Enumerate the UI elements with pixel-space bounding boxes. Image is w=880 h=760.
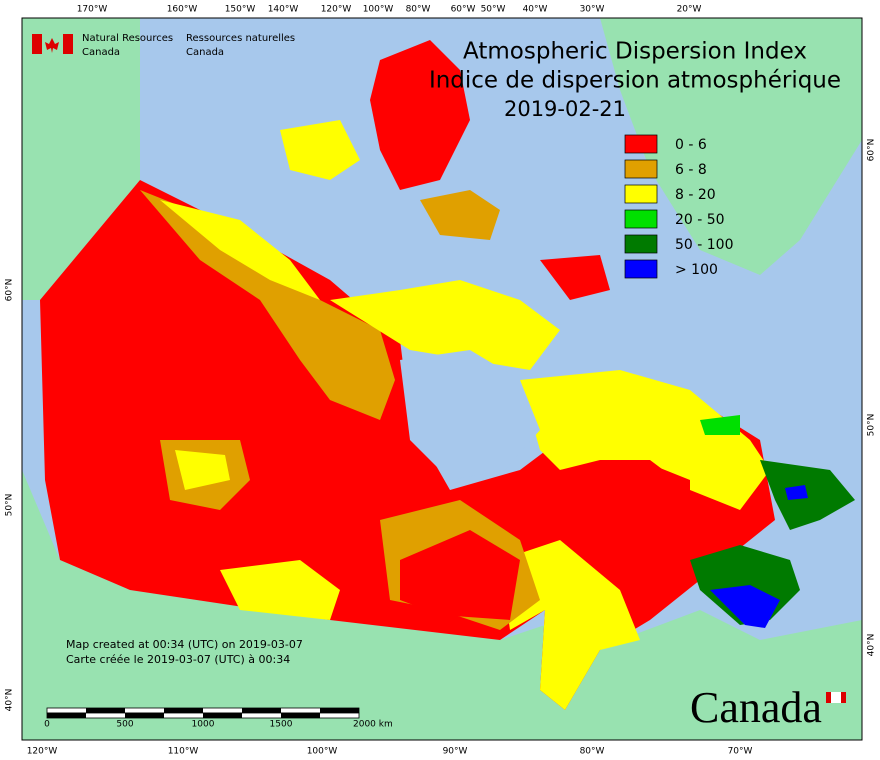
graticule-label: 60°N xyxy=(867,139,877,162)
graticule-label: 100°W xyxy=(307,747,338,757)
legend-label: 6 - 8 xyxy=(675,162,707,178)
region-low xyxy=(555,460,690,580)
region-high xyxy=(175,450,230,490)
scale-segment xyxy=(86,708,125,713)
title-fr: Indice de dispersion atmosphérique xyxy=(429,68,841,94)
graticule-label: 90°W xyxy=(443,747,468,757)
region-high xyxy=(330,280,560,370)
graticule-label: 100°W xyxy=(363,5,394,15)
scale-segment xyxy=(281,713,320,718)
graticule-label: 50°W xyxy=(481,5,506,15)
graticule-label: 40°W xyxy=(523,5,548,15)
region-low xyxy=(540,255,610,300)
legend-label: 50 - 100 xyxy=(675,237,734,253)
scale-segment xyxy=(47,713,86,718)
legend-swatch xyxy=(624,134,658,154)
graticule-label: 80°W xyxy=(580,747,605,757)
region-high xyxy=(160,200,320,300)
scale-label: 0 xyxy=(44,720,50,730)
graticule-label: 160°W xyxy=(167,5,198,15)
legend-swatch xyxy=(624,234,658,254)
wordmark-flag-center xyxy=(831,692,841,703)
nrcan-logo xyxy=(32,34,73,54)
graticule-label: 120°W xyxy=(27,747,58,757)
graticule-label: 110°W xyxy=(168,747,199,757)
graticule-label: 140°W xyxy=(268,5,299,15)
scale-label: 500 xyxy=(116,720,133,730)
agency-fr: Canada xyxy=(186,47,224,58)
agency-en: Natural Resources xyxy=(82,33,173,44)
credit: Carte créée le 2019-03-07 (UTC) à 00:34 xyxy=(66,653,290,666)
legend-swatch xyxy=(624,184,658,204)
agency-fr: Ressources naturelles xyxy=(186,33,295,44)
legend-label: 0 - 6 xyxy=(675,137,707,153)
graticule-label: 50°N xyxy=(5,494,15,517)
title-en: Atmospheric Dispersion Index xyxy=(463,39,807,65)
ellesmere xyxy=(370,40,470,190)
region-low xyxy=(400,530,520,620)
graticule-label: 40°N xyxy=(5,689,15,712)
scale-segment xyxy=(164,708,203,713)
region-moderate xyxy=(420,190,500,240)
hudson-bay xyxy=(400,350,540,480)
scale-segment xyxy=(203,713,242,718)
graticule-label: 30°W xyxy=(580,5,605,15)
flag-bar xyxy=(32,34,42,54)
scale-label: 1000 xyxy=(192,720,215,730)
united-states xyxy=(22,470,862,740)
region-high xyxy=(220,560,340,620)
region-very-high xyxy=(710,585,780,628)
graticule-label: 60°W xyxy=(451,5,476,15)
region-high xyxy=(520,370,770,510)
region-high xyxy=(500,540,640,710)
graticule-label: 20°W xyxy=(677,5,702,15)
map-area xyxy=(22,18,862,740)
legend-label: > 100 xyxy=(675,262,718,278)
scale-label: 2000 km xyxy=(353,720,393,730)
legend-swatch xyxy=(624,259,658,279)
graticule-label: 150°W xyxy=(225,5,256,15)
credit: Map created at 00:34 (UTC) on 2019-03-07 xyxy=(66,638,303,651)
legend-label: 20 - 50 xyxy=(675,212,725,228)
scale-segment xyxy=(242,708,281,713)
region-very-high xyxy=(700,415,740,435)
legend-label: 8 - 20 xyxy=(675,187,716,203)
alaska xyxy=(22,18,140,300)
legend-swatch xyxy=(624,209,658,229)
newfoundland xyxy=(760,460,855,530)
flag-bar xyxy=(63,34,73,54)
date: 2019-02-21 xyxy=(504,97,626,121)
graticule-label: 80°W xyxy=(406,5,431,15)
graticule-label: 50°N xyxy=(867,414,877,437)
legend-swatch xyxy=(624,159,658,179)
graticule-label: 60°N xyxy=(5,279,15,302)
scale-label: 1500 xyxy=(270,720,293,730)
graticule-label: 120°W xyxy=(321,5,352,15)
map-border xyxy=(21,17,863,741)
scale-segment xyxy=(125,713,164,718)
graticule-label: 170°W xyxy=(77,5,108,15)
scale-segment xyxy=(320,708,359,713)
region-moderate xyxy=(140,190,395,420)
region-very-high xyxy=(785,485,808,500)
arctic-island xyxy=(280,120,360,180)
maple-leaf xyxy=(45,38,59,53)
graticule-label: 40°N xyxy=(867,634,877,657)
graticule-label: 70°W xyxy=(728,747,753,757)
greenland xyxy=(600,18,862,275)
canada-wordmark: Canada xyxy=(690,683,822,732)
agency-en: Canada xyxy=(82,47,120,58)
